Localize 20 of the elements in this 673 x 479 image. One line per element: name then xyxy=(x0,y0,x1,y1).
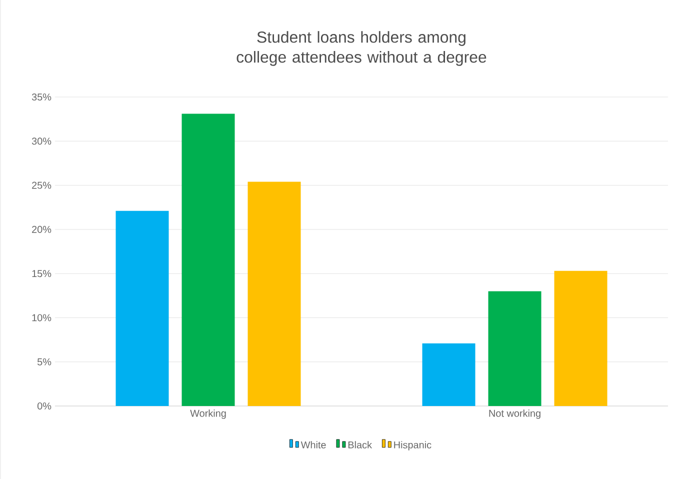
chart-title: Student loans holders among college attendees without a degree xyxy=(236,31,486,66)
x-tick-label: Not working xyxy=(489,410,540,419)
y-tick-label: 5% xyxy=(37,358,52,366)
legend-label: Black xyxy=(348,441,372,448)
y-tick-label: 0% xyxy=(37,402,52,410)
legend-label: White xyxy=(300,441,326,448)
y-tick-label: 15% xyxy=(32,270,52,278)
bar xyxy=(116,210,169,406)
y-tick-label: 25% xyxy=(32,182,52,189)
y-tick-label: 35% xyxy=(32,93,52,101)
bar xyxy=(182,114,235,406)
bar xyxy=(248,182,301,406)
x-tick-label: Working xyxy=(190,410,226,419)
bar xyxy=(488,291,542,406)
bar xyxy=(554,270,608,406)
y-tick-label: 30% xyxy=(32,138,52,145)
legend-label: Hispanic xyxy=(394,441,432,450)
y-tick-label: 20% xyxy=(32,226,52,233)
y-tick-label: 10% xyxy=(32,314,52,322)
bar xyxy=(422,343,476,406)
